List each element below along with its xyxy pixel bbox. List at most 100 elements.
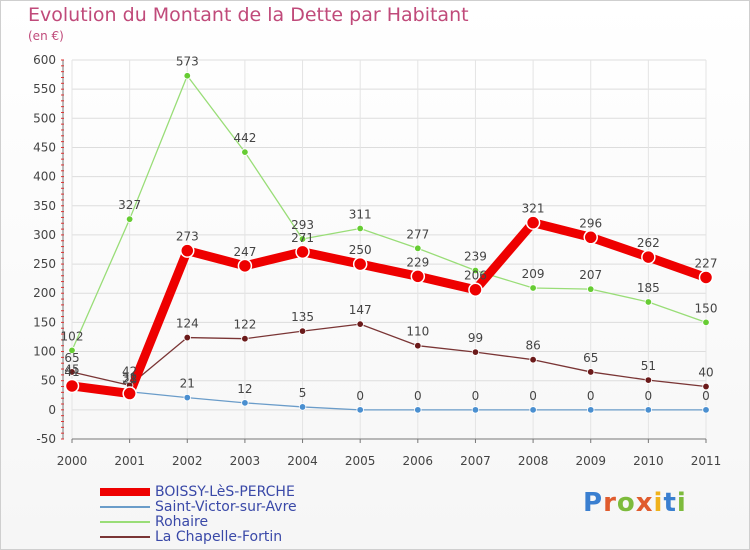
data-label-1: 45 [64, 363, 79, 377]
data-label-3: 65 [64, 351, 79, 365]
y-tick-label: 250 [33, 257, 56, 271]
legend-label-boissy: BOISSY-LèS-PERCHE [155, 484, 295, 500]
data-label-0: 28 [122, 373, 137, 387]
logo-letter: i [653, 488, 664, 518]
series-point-1 [414, 406, 422, 414]
data-label-0: 262 [637, 236, 660, 250]
series-point-2 [183, 72, 191, 80]
series-point-3 [529, 356, 537, 364]
data-label-1: 21 [180, 377, 195, 391]
data-label-3: 65 [583, 351, 598, 365]
y-tick-label: 300 [33, 228, 56, 242]
data-label-2: 150 [695, 301, 718, 315]
series-point-1 [356, 406, 364, 414]
x-tick-label: 2011 [691, 454, 722, 468]
data-label-1: 0 [472, 389, 480, 403]
data-label-2: 185 [637, 281, 660, 295]
series-point-2 [702, 318, 710, 327]
series-point-3 [702, 382, 710, 391]
data-label-0: 247 [233, 245, 256, 259]
series-point-0 [641, 249, 656, 265]
series-point-1 [298, 403, 307, 411]
x-tick-label: 2008 [518, 454, 549, 468]
series-point-1 [183, 393, 191, 402]
data-label-0: 206 [464, 269, 487, 283]
y-tick-label: 350 [33, 199, 56, 213]
y-tick-label: 100 [33, 345, 56, 359]
series-line-0 [71, 218, 708, 399]
series-point-0 [583, 230, 598, 245]
series-point-3 [414, 342, 422, 350]
data-label-1: 0 [529, 389, 537, 403]
x-tick-label: 2009 [575, 454, 606, 468]
data-label-1: 31 [122, 371, 137, 385]
series-point-0 [352, 256, 368, 272]
y-tick-label: 400 [33, 170, 56, 184]
legend-swatch-boissy [100, 488, 150, 496]
data-label-0: 227 [695, 256, 718, 270]
x-tick-label: 2007 [460, 454, 491, 468]
y-tick-label: 150 [33, 315, 56, 329]
series-point-1 [644, 406, 653, 414]
series-point-3 [298, 327, 307, 335]
data-label-2: 207 [579, 268, 602, 282]
series-line-2 [71, 75, 707, 351]
series-point-2 [356, 224, 364, 233]
series-point-2 [241, 148, 249, 156]
data-label-0: 271 [291, 231, 314, 245]
data-label-3: 40 [698, 366, 713, 380]
logo-letter: i [676, 488, 687, 518]
y-tick-label: 0 [48, 403, 56, 417]
data-label-2: 311 [349, 208, 372, 222]
data-label-2: 293 [291, 218, 314, 232]
chart-legend: BOISSY-LèS-PERCHE Saint-Victor-sur-Avre … [100, 485, 400, 545]
data-label-3: 147 [349, 303, 372, 317]
series-point-2 [414, 244, 422, 253]
data-label-2: 442 [233, 131, 256, 145]
logo-letter: x [635, 488, 654, 518]
series-line-3 [71, 323, 707, 388]
data-label-2: 327 [118, 198, 141, 212]
series-point-1 [529, 406, 537, 414]
series-line-1 [71, 382, 706, 411]
data-label-1: 12 [237, 382, 252, 396]
y-tick-label: 600 [33, 53, 56, 67]
series-point-0 [410, 269, 426, 284]
series-point-2 [68, 346, 76, 355]
x-tick-label: 2006 [403, 454, 434, 468]
chart-title: Evolution du Montant de la Dette par Hab… [28, 4, 469, 26]
logo-letter: o [616, 488, 636, 518]
series-point-0 [525, 215, 541, 230]
y-tick-label: 500 [33, 111, 56, 125]
legend-label-rohaire: Rohaire [155, 514, 209, 530]
series-point-1 [702, 406, 710, 414]
data-label-1: 0 [356, 389, 364, 403]
series-point-3 [471, 348, 480, 356]
data-label-2: 277 [406, 227, 429, 241]
data-label-0: 250 [349, 243, 372, 257]
data-label-0: 273 [176, 230, 199, 244]
series-point-2 [125, 215, 134, 223]
data-label-3: 122 [233, 318, 256, 332]
x-tick-label: 2003 [230, 454, 261, 468]
series-point-0 [237, 258, 253, 274]
y-tick-label: -50 [36, 432, 56, 446]
data-label-3: 110 [406, 325, 429, 339]
data-label-2: 209 [522, 267, 545, 281]
data-label-3: 86 [525, 339, 540, 353]
chart-subtitle: (en €) [28, 29, 64, 43]
y-tick-label: 200 [33, 286, 56, 300]
x-tick-label: 2010 [633, 454, 664, 468]
series-point-2 [471, 266, 480, 275]
x-tick-label: 2005 [345, 454, 376, 468]
y-tick-label: 450 [33, 140, 56, 154]
data-label-1: 0 [414, 389, 422, 403]
series-point-3 [587, 368, 595, 376]
series-point-1 [471, 406, 480, 414]
data-label-3: 99 [468, 331, 483, 345]
data-label-1: 0 [587, 389, 595, 403]
legend-item-saint-victor: Saint-Victor-sur-Avre [100, 500, 400, 515]
data-label-0: 321 [522, 202, 545, 216]
